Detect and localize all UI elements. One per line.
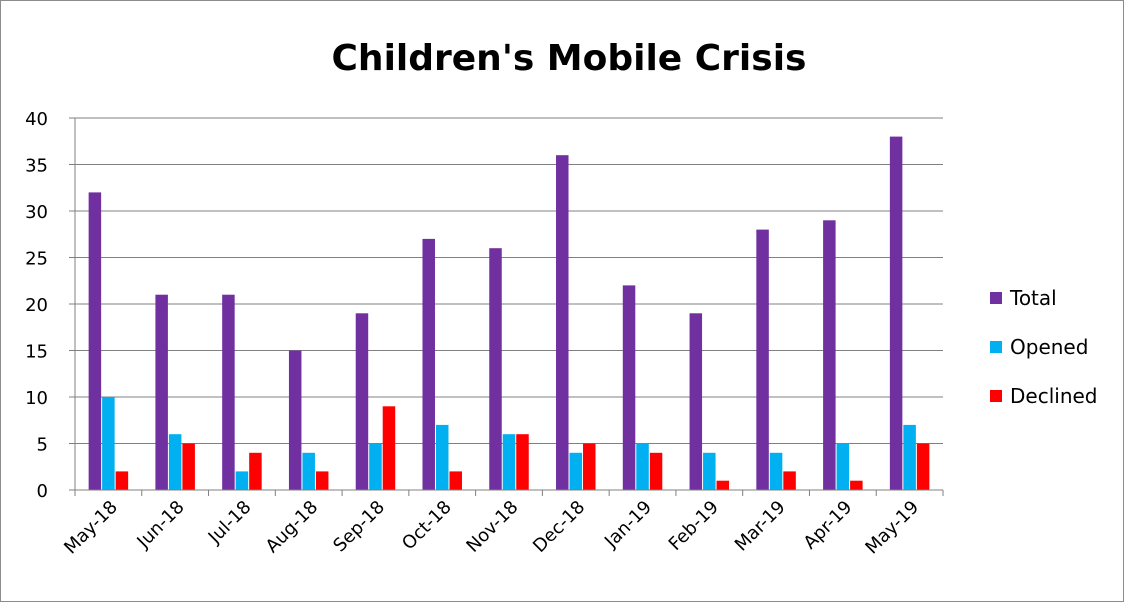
bar-declined-aug-18	[315, 471, 329, 490]
legend-swatch-total	[990, 292, 1002, 304]
legend-swatch-opened	[990, 341, 1002, 353]
bar-declined-jan-19	[649, 452, 663, 490]
bar-opened-nov-18	[502, 434, 516, 490]
legend-label-declined: Declined	[1010, 384, 1098, 408]
bar-total-may-19	[889, 136, 903, 490]
bar-declined-may-19	[916, 443, 930, 490]
bar-opened-feb-19	[703, 452, 716, 490]
bar-total-feb-19	[689, 313, 703, 490]
bar-opened-may-18	[102, 397, 115, 490]
bar-declined-may-18	[115, 471, 129, 490]
bar-opened-jul-18	[235, 471, 249, 490]
y-tick-label: 15	[25, 342, 48, 363]
bar-declined-mar-19	[783, 471, 796, 490]
y-tick-label: 10	[25, 388, 48, 409]
bar-total-jun-18	[155, 294, 168, 490]
bar-total-jan-19	[622, 285, 636, 490]
bar-total-may-18	[88, 192, 102, 490]
axes	[69, 117, 944, 496]
chart-title: Children's Mobile Crisis	[332, 38, 807, 79]
bar-declined-jul-18	[249, 452, 262, 490]
bar-declined-jun-18	[182, 443, 195, 490]
y-tick-label: 25	[25, 249, 48, 270]
bar-opened-dec-18	[569, 452, 583, 490]
y-tick-label: 35	[25, 156, 48, 177]
bar-opened-mar-19	[769, 452, 783, 490]
bar-total-jul-18	[222, 294, 235, 490]
bar-total-aug-18	[288, 350, 302, 490]
y-axis-tick-labels: 0 5 10 15 20 25 30 35 40	[25, 109, 48, 502]
bar-declined-feb-19	[716, 480, 730, 490]
bar-total-nov-18	[489, 248, 502, 490]
y-tick-label: 20	[25, 295, 48, 316]
bar-total-mar-19	[756, 229, 769, 490]
bar-opened-oct-18	[435, 424, 449, 490]
bar-total-apr-19	[823, 220, 836, 491]
legend-label-total: Total	[1009, 286, 1057, 310]
y-tick-label: 30	[25, 202, 48, 223]
bar-total-dec-18	[556, 155, 569, 490]
y-tick-label: 0	[37, 481, 48, 502]
bar-total-sep-18	[355, 313, 369, 490]
bar-opened-may-19	[903, 424, 916, 490]
legend-label-opened: Opened	[1010, 335, 1088, 359]
bar-opened-apr-19	[836, 443, 850, 490]
gridlines	[75, 117, 943, 444]
legend: Total Opened Declined	[990, 286, 1098, 408]
bar-opened-sep-18	[369, 443, 382, 490]
y-tick-label: 40	[25, 109, 48, 130]
bar-opened-jun-18	[168, 434, 182, 490]
legend-swatch-declined	[990, 390, 1002, 402]
y-tick-label: 5	[37, 435, 48, 456]
bar-total-oct-18	[422, 238, 435, 490]
bars	[88, 136, 930, 491]
bar-declined-sep-18	[382, 406, 396, 490]
bar-declined-dec-18	[583, 443, 596, 490]
bar-declined-apr-19	[850, 480, 863, 490]
bar-declined-oct-18	[449, 471, 462, 490]
bar-opened-jan-19	[636, 443, 649, 490]
bar-declined-nov-18	[516, 434, 529, 490]
bar-opened-aug-18	[302, 452, 315, 490]
